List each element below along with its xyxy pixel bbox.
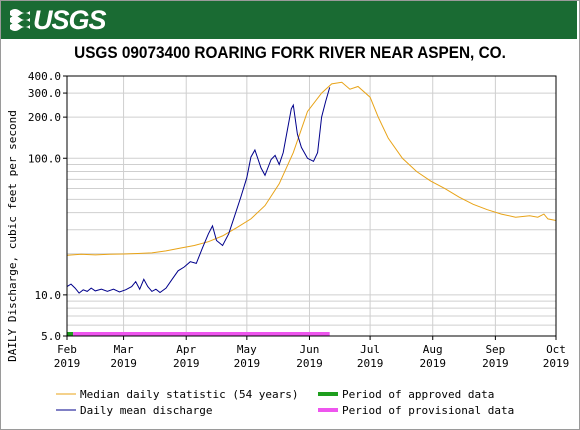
x-tick-month: Feb xyxy=(57,343,77,356)
y-tick-label: 10.0 xyxy=(35,289,62,302)
x-tick-month: Sep xyxy=(485,343,505,356)
x-tick-year: 2019 xyxy=(173,357,200,370)
usgs-wave-icon xyxy=(10,9,30,31)
chart-title: USGS 09073400 ROARING FORK RIVER NEAR AS… xyxy=(74,44,506,62)
y-tick-label: 400.0 xyxy=(28,70,61,83)
x-tick-year: 2019 xyxy=(482,357,509,370)
legend-label: Period of provisional data xyxy=(342,404,514,417)
series-layer xyxy=(66,81,557,294)
legend: Median daily statistic (54 years) Daily m… xyxy=(56,388,514,417)
x-tick-year: 2019 xyxy=(419,357,446,370)
x-tick-month: Oct xyxy=(546,343,566,356)
x-tick-month: Apr xyxy=(176,343,196,356)
plot-border xyxy=(66,75,557,337)
median-series-line xyxy=(66,81,557,256)
y-tick-label: 5.0 xyxy=(41,330,61,343)
y-axis-label: DAILY Discharge, cubic feet per second xyxy=(6,110,19,362)
x-tick-year: 2019 xyxy=(54,357,81,370)
x-tick-year: 2019 xyxy=(110,357,137,370)
usgs-wordmark: USGS xyxy=(33,4,107,35)
usgs-logo: USGS xyxy=(9,3,107,37)
y-tick-label: 100.0 xyxy=(28,152,61,165)
grid xyxy=(66,75,557,337)
x-tick-month: Jun xyxy=(300,343,320,356)
usgs-banner: USGS xyxy=(1,1,577,39)
x-tick-month: Jul xyxy=(360,343,380,356)
x-tick-year: 2019 xyxy=(543,357,570,370)
y-tick-label: 300.0 xyxy=(28,87,61,100)
x-tick-month: Mar xyxy=(114,343,134,356)
legend-label: Daily mean discharge xyxy=(80,404,212,417)
x-tick-year: 2019 xyxy=(296,357,323,370)
x-tick-year: 2019 xyxy=(357,357,384,370)
legend-label: Period of approved data xyxy=(342,388,494,401)
legend-label: Median daily statistic (54 years) xyxy=(80,388,299,401)
x-axis-ticks: Feb2019Mar2019Apr2019May2019Jun2019Jul20… xyxy=(54,336,570,370)
x-tick-year: 2019 xyxy=(234,357,261,370)
y-tick-label: 200.0 xyxy=(28,111,61,124)
daily-mean-series-line xyxy=(66,87,331,294)
x-tick-month: May xyxy=(237,343,257,356)
y-axis-ticks: 400.0 300.0 200.0 100.0 10.0 5.0 xyxy=(28,70,67,343)
x-tick-month: Aug xyxy=(423,343,443,356)
